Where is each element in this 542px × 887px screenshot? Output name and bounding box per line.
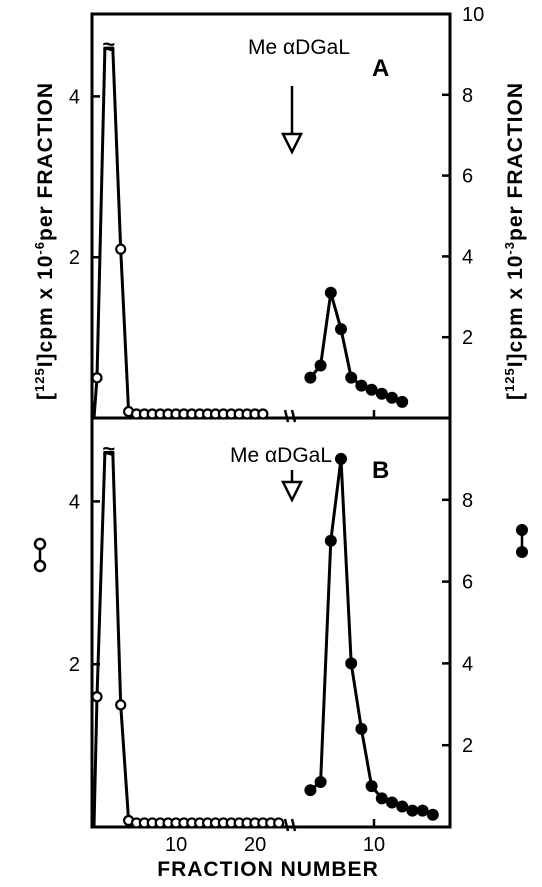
peak-break-mark: ≈: [103, 439, 115, 464]
annotation-arrow-head-icon: [280, 480, 304, 503]
annotation-b: Me αDGaL: [230, 444, 332, 467]
left-title-bracket-open: [: [34, 392, 57, 400]
axis-break-mark: [283, 818, 290, 832]
x-axis-title: FRACTION NUMBER: [157, 858, 378, 881]
filled-circle-point: [406, 804, 419, 817]
filled-circle-point: [365, 780, 378, 793]
x-tick-label: 10: [363, 834, 385, 856]
x-tick-label: 20: [244, 834, 266, 856]
right-legend-filled-circle-icon: [516, 524, 528, 558]
right-tick-label: 4: [462, 246, 473, 268]
left-axis-title: [125I]cpm x 10-6per FRACTION: [32, 82, 57, 400]
right-axis-title: [125I]cpm x 10-3per FRACTION: [502, 82, 527, 400]
panel-letter-a: A: [372, 55, 389, 82]
left-legend-open-circle-icon: [33, 537, 47, 573]
annotation-a: Me αDGaL: [248, 36, 350, 59]
panel-a-frame: [90, 12, 452, 420]
axis-break-mark: [290, 818, 297, 832]
filled-circle-point: [304, 371, 317, 384]
filled-circle-point: [345, 371, 358, 384]
right-tick-label: 2: [462, 735, 473, 757]
filled-circle-point: [426, 808, 439, 821]
left-tick-label: 2: [69, 247, 80, 269]
x-tick-label: 10: [165, 834, 187, 856]
annotation-arrow-head-icon: [280, 132, 304, 155]
left-tick-label: 4: [69, 491, 80, 513]
right-title-iso: 125: [502, 367, 517, 392]
right-title-exp: -3: [502, 241, 517, 255]
filled-circle-point: [386, 391, 398, 404]
left-title-main: cpm x 10: [34, 255, 57, 353]
left-title-iso: 125: [32, 367, 47, 392]
open-circle-point: [273, 817, 285, 829]
right-tick-label: 6: [462, 572, 473, 594]
open-circle-point: [257, 408, 269, 420]
filled-circle-point: [345, 657, 358, 670]
filled-circle-point: [314, 776, 327, 789]
panel-b-frame: [90, 416, 452, 829]
left-title-exp: -6: [32, 241, 47, 255]
filled-circle-point: [324, 534, 337, 547]
filled-circle-point: [375, 387, 388, 400]
right-title-main: cpm x 10: [504, 255, 527, 353]
filled-circle-point: [355, 379, 368, 392]
filled-circle-point: [304, 784, 317, 797]
filled-circle-point: [396, 800, 409, 813]
right-title-element: I: [504, 360, 527, 367]
filled-circle-point: [324, 286, 337, 299]
open-circle-point: [91, 691, 103, 703]
filled-circle-point: [355, 722, 368, 735]
svg-text:[125I]cpm x 10-3per FRACTION: [125I]cpm x 10-3per FRACTION: [502, 82, 527, 400]
panel-letter-b: B: [372, 457, 389, 484]
open-circle-point: [115, 699, 127, 711]
left-title-bracket-close: ]: [34, 352, 57, 360]
series-open-line: [92, 451, 279, 828]
series-open-line: [92, 46, 263, 419]
filled-circle-point: [416, 804, 429, 817]
right-title-tail: per FRACTION: [504, 82, 527, 241]
left-tick-label: 4: [69, 86, 80, 108]
peak-break-mark: ≈: [103, 34, 115, 59]
right-tick-label: 8: [462, 490, 473, 512]
right-tick-label: 10: [462, 4, 484, 26]
open-circle-point: [91, 372, 103, 384]
left-title-element: I: [34, 360, 57, 367]
filled-circle-point: [335, 323, 347, 336]
filled-circle-point: [386, 796, 398, 809]
axis-break-mark: [290, 409, 297, 423]
filled-circle-point: [396, 395, 409, 408]
right-tick-label: 2: [462, 327, 473, 349]
right-tick-label: 4: [462, 653, 473, 675]
filled-circle-point: [314, 359, 327, 372]
axis-break-mark: [283, 409, 290, 423]
left-tick-label: 2: [69, 654, 80, 676]
right-title-bracket-close: ]: [504, 352, 527, 360]
filled-circle-point: [375, 792, 388, 805]
series-filled-line: [309, 458, 434, 817]
left-title-tail: per FRACTION: [34, 82, 57, 241]
filled-circle-point: [365, 383, 378, 396]
plot-layer: 2 4 2 4 6 8 10 ≈2 4 2 4 6 8 10 20 10 ≈: [69, 4, 484, 856]
filled-circle-point: [335, 452, 347, 465]
open-circle-point: [115, 243, 127, 255]
svg-text:[125I]cpm x 10-6per FRACTION: [125I]cpm x 10-6per FRACTION: [32, 82, 57, 400]
right-tick-label: 8: [462, 85, 473, 107]
right-tick-label: 6: [462, 166, 473, 188]
right-title-bracket-open: [: [504, 392, 527, 400]
